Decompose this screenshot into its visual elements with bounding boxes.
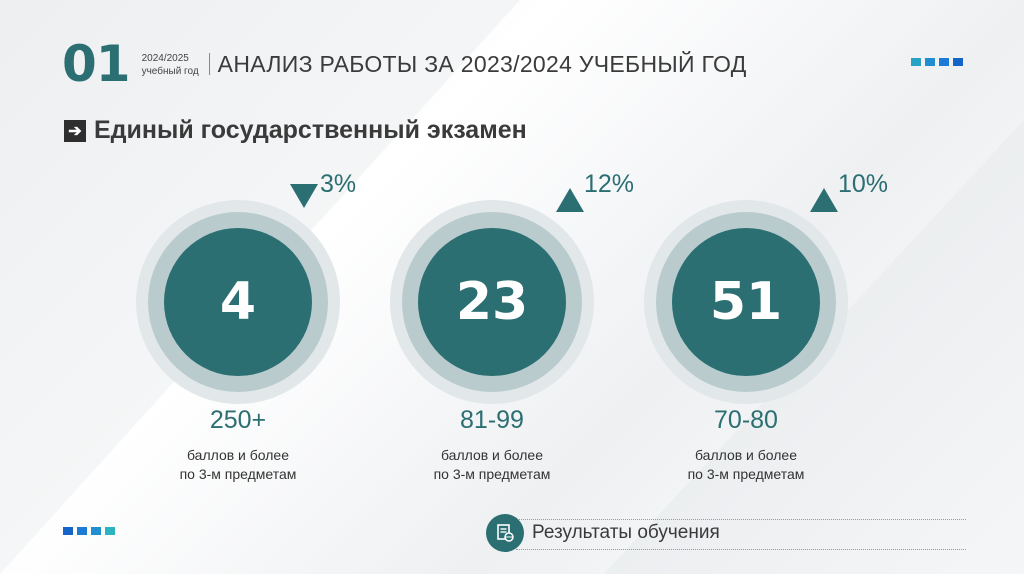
stat-value: 51	[672, 228, 820, 376]
stat-range: 70-80	[714, 406, 778, 434]
trend-down-icon	[290, 184, 318, 208]
section-title: Единый государственный экзамен	[94, 116, 527, 144]
section-number: 01	[62, 35, 131, 93]
stat-description: баллов и более по 3-м предметам	[644, 446, 848, 484]
footer-label: Результаты обучения	[532, 522, 720, 543]
footer-divider-top	[516, 519, 966, 520]
academic-year: 2024/2025 учебный год	[142, 52, 199, 78]
header-divider	[208, 53, 210, 75]
decorative-squares-bottom	[63, 527, 115, 535]
stat-description-line1: баллов и более	[186, 447, 290, 463]
slide-header: 01 2024/2025 учебный год АНАЛИЗ РАБОТЫ З…	[62, 34, 747, 94]
stat-description-line2: по 3-м предметам	[687, 466, 805, 482]
section-heading: ➔ Единый государственный экзамен	[64, 116, 527, 145]
arrow-right-icon: ➔	[64, 119, 86, 142]
stat-change: 12%	[584, 170, 635, 198]
trend-up-icon	[556, 188, 584, 212]
stat-range: 81-99	[460, 406, 524, 434]
academic-year-value: 2024/2025	[141, 53, 189, 64]
trend-up-icon	[810, 188, 838, 212]
stat-change: 10%	[838, 170, 889, 198]
page-title: АНАЛИЗ РАБОТЫ ЗА 2023/2024 УЧЕБНЫЙ ГОД	[217, 50, 747, 77]
document-globe-icon	[486, 514, 524, 552]
stat-description: баллов и более по 3-м предметам	[390, 446, 594, 484]
decorative-squares-top	[911, 58, 963, 66]
academic-year-label: учебный год	[141, 66, 199, 77]
stat-value: 4	[164, 228, 312, 376]
stat-description-line1: баллов и более	[694, 447, 798, 463]
stat-description: баллов и более по 3-м предметам	[136, 446, 340, 484]
stat-value: 23	[418, 228, 566, 376]
footer-divider-bottom	[516, 549, 966, 550]
stat-description-line2: по 3-м предметам	[179, 466, 297, 482]
stat-range: 250+	[209, 406, 267, 434]
stat-change: 3%	[320, 170, 357, 198]
stat-description-line2: по 3-м предметам	[433, 466, 551, 482]
stat-description-line1: баллов и более	[440, 447, 544, 463]
